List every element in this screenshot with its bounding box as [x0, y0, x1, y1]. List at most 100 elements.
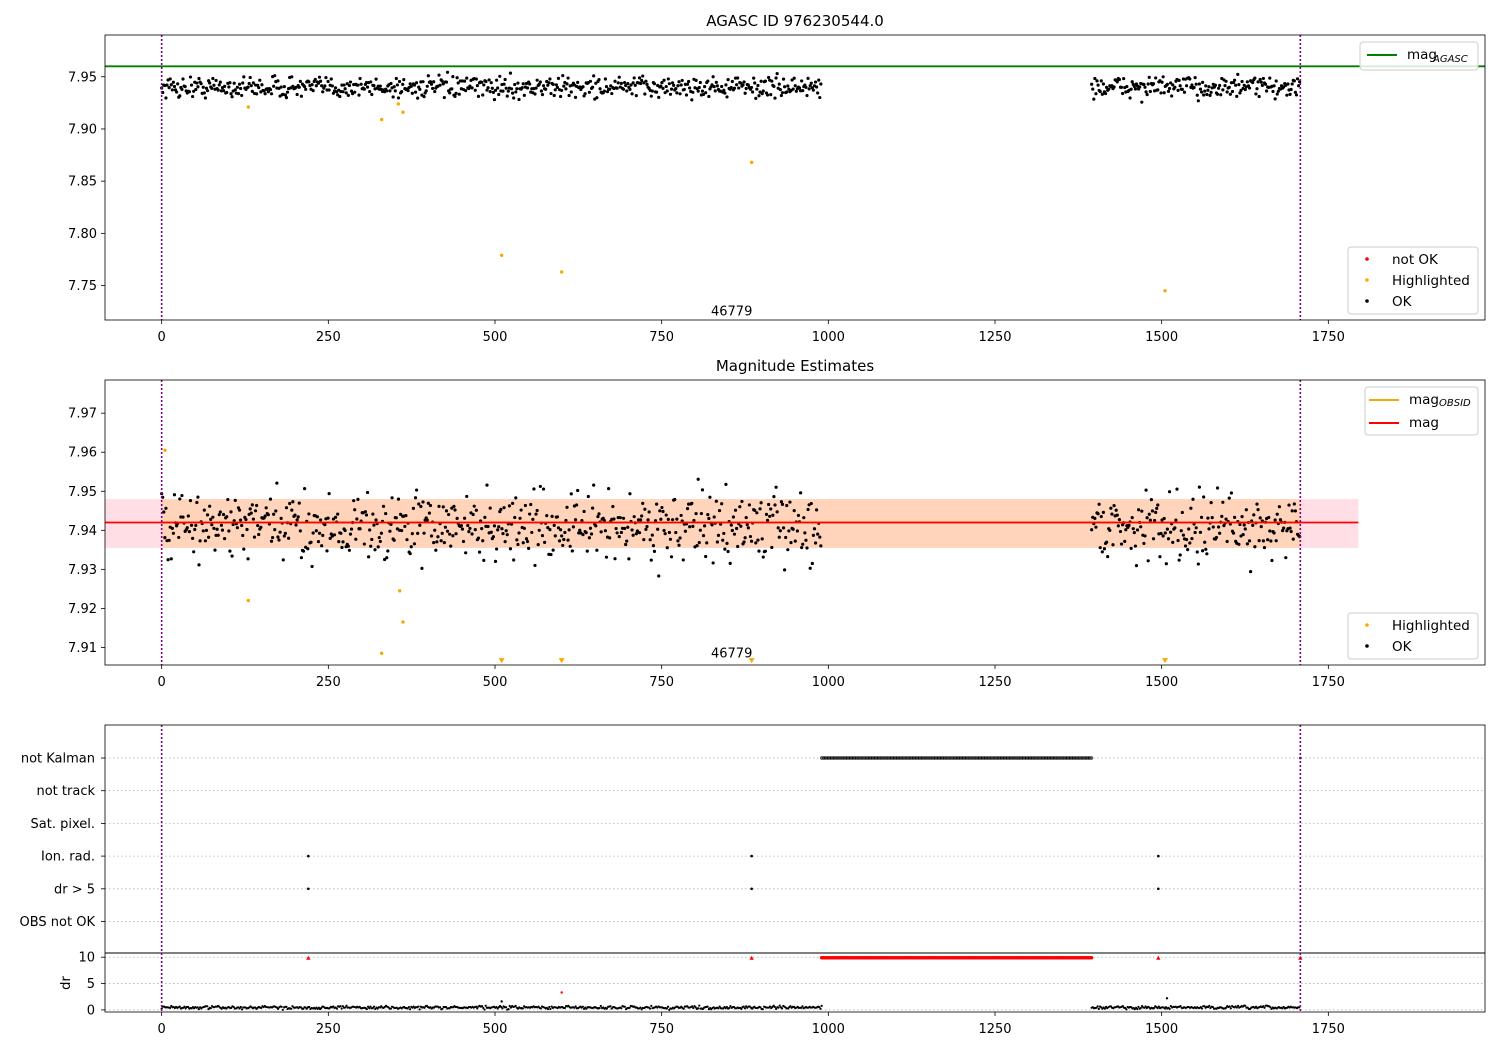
agasc-ok-point: [1202, 93, 1206, 97]
mag-ok-point: [271, 535, 275, 540]
flag-point: [822, 756, 827, 760]
dr-ok-point: [800, 1006, 803, 1009]
agasc-ok-point: [1261, 76, 1265, 81]
mag-ok-point: [225, 515, 229, 519]
flag-point: [1022, 756, 1026, 760]
dr-ok-point: [408, 1008, 412, 1011]
agasc-highlighted-point: [401, 110, 405, 114]
agasc-ok-point: [1199, 90, 1204, 94]
mag-ok-point: [447, 512, 451, 517]
agasc-ok-point: [1100, 92, 1104, 96]
mag-ok-point: [1245, 542, 1249, 546]
agasc-ok-point: [1161, 75, 1165, 79]
mag-legend-label: Highlighted: [1392, 618, 1470, 634]
mag-ok-point: [1149, 498, 1153, 502]
mag-ok-point: [683, 529, 688, 533]
flag-point: [1084, 756, 1088, 760]
mag-ytick-label: 7.93: [68, 563, 97, 578]
mag-ok-point: [1165, 527, 1169, 531]
dr-ok-point: [1236, 1004, 1240, 1007]
agasc-ok-point: [311, 89, 315, 93]
agasc-ok-point: [1215, 92, 1220, 96]
agasc-ok-point: [230, 95, 234, 99]
agasc-ok-point: [520, 86, 524, 90]
mag-ok-point: [1117, 518, 1121, 522]
agasc-ok-point: [353, 90, 357, 94]
mag-ok-point: [1214, 535, 1219, 540]
flag-point: [1088, 756, 1092, 760]
flag-point: [1067, 756, 1072, 760]
agasc-ok-point: [547, 81, 551, 85]
agasc-ok-point: [1166, 89, 1171, 93]
flag-point: [864, 756, 868, 760]
flag-point: [827, 756, 831, 760]
agasc-ok-point: [621, 87, 626, 91]
dr-ok-point: [183, 1005, 186, 1008]
agasc-ok-point: [400, 90, 404, 94]
mag-ok-point: [170, 526, 174, 530]
agasc-ok-point: [497, 92, 501, 97]
flag-point: [1064, 756, 1069, 760]
agasc-ok-point: [1093, 76, 1097, 81]
flag-point: [1007, 756, 1012, 760]
mag-ok-point: [404, 513, 408, 518]
mag-ok-point: [167, 538, 171, 542]
flag-point: [894, 756, 899, 760]
agasc-ok-point: [567, 93, 571, 98]
flag-point: [960, 756, 965, 760]
agasc-ok-point: [1288, 92, 1292, 96]
mag-ok-point: [460, 527, 465, 531]
mag-ok-point: [209, 517, 213, 521]
agasc-ok-point: [623, 81, 627, 85]
flags-axes-frame: [104, 724, 1486, 1013]
agasc-ok-point: [1128, 96, 1132, 100]
mag-ok-point: [454, 532, 458, 536]
mag-ok-point: [252, 535, 257, 539]
agasc-ok-point: [470, 86, 474, 90]
mag-ok-point: [415, 488, 419, 492]
mag-ok-point: [488, 506, 492, 510]
mag-ok-point: [1155, 506, 1159, 511]
mag-ok-point: [527, 546, 531, 550]
mag-ok-point: [1288, 526, 1292, 530]
agasc-ok-point: [704, 91, 708, 95]
agasc-ok-point: [176, 82, 180, 86]
mag-ok-point: [813, 541, 818, 545]
mag-ok-point: [673, 497, 677, 502]
mag-ok-point: [660, 505, 664, 510]
agasc-ok-point: [369, 80, 373, 84]
agasc-ok-point: [333, 86, 338, 90]
flag-point: [984, 756, 988, 760]
agasc-legend-marker: [1365, 257, 1369, 261]
mag-ok-point: [659, 517, 663, 521]
mag-legend-marker: [1365, 623, 1369, 627]
dr-ytick-label: 5: [87, 977, 95, 992]
flag-row-label: Ion. rad.: [41, 850, 95, 865]
agasc-ok-point: [1130, 80, 1134, 84]
flag-point: [859, 756, 863, 760]
flag-point: [833, 756, 837, 760]
mag-ok-point: [1139, 525, 1143, 529]
agasc-ok-point: [195, 81, 199, 85]
mag-ok-point: [343, 528, 347, 533]
agasc-ok-point: [633, 83, 637, 87]
mag-ok-point: [246, 557, 250, 561]
dr-ok-point: [239, 1005, 242, 1009]
agasc-ok-point: [330, 84, 334, 88]
mag-ok-point: [581, 533, 585, 537]
agasc-ok-point: [433, 89, 437, 94]
mag-ok-point: [1237, 542, 1241, 546]
agasc-ok-point: [598, 87, 602, 91]
mag-ok-point: [392, 538, 396, 542]
agasc-ok-point: [1285, 93, 1289, 97]
agasc-ok-point: [255, 92, 259, 96]
agasc-ok-point: [660, 80, 664, 85]
agasc-ok-point: [609, 84, 613, 88]
agasc-ok-point: [629, 83, 633, 87]
mag-ok-point: [219, 523, 223, 527]
mag-ok-point: [649, 558, 653, 562]
flag-point: [956, 756, 960, 760]
agasc-ok-point: [767, 75, 771, 80]
mag-ok-point: [434, 548, 438, 552]
mag-ok-point: [412, 542, 417, 546]
